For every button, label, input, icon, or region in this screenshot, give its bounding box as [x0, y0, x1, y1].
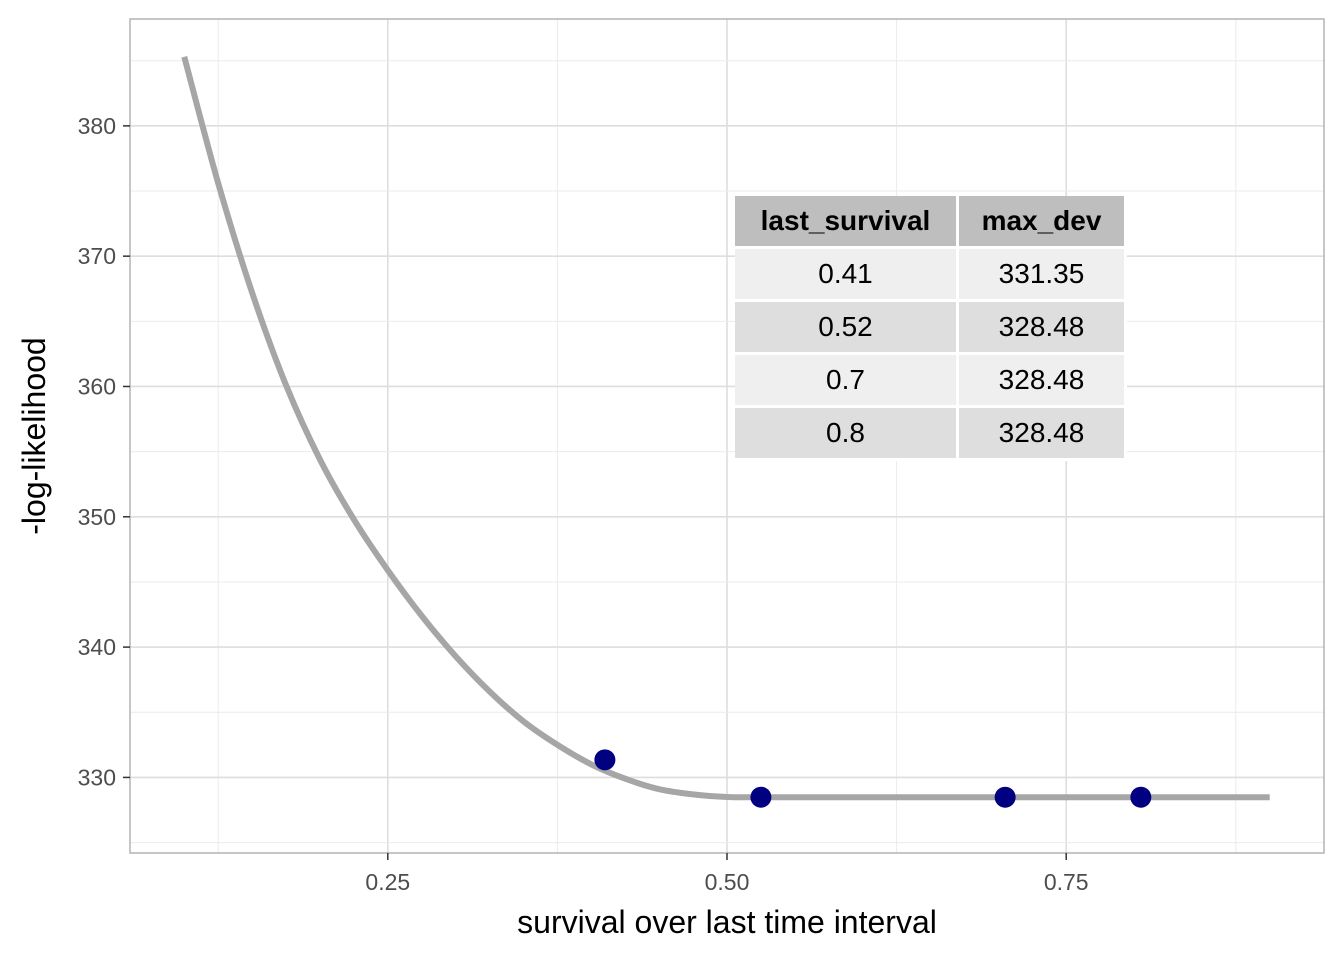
- x-tick-label: 0.25: [365, 869, 410, 895]
- table-row: 0.7 328.48: [735, 355, 1127, 408]
- table-row: 0.41 331.35: [735, 249, 1127, 302]
- y-tick-label: 380: [78, 113, 116, 139]
- y-tick-label: 340: [78, 634, 116, 660]
- summary-table: last_survival max_dev 0.41 331.35 0.52 3…: [735, 196, 1127, 461]
- data-point: [594, 749, 616, 771]
- x-axis-title: survival over last time interval: [517, 904, 937, 940]
- data-points: [594, 749, 1152, 808]
- y-tick-label: 370: [78, 243, 116, 269]
- y-tick-label: 360: [78, 373, 116, 399]
- y-tick-label: 350: [78, 504, 116, 530]
- cell-max-dev: 328.48: [959, 355, 1127, 408]
- cell-last-survival: 0.52: [735, 302, 959, 355]
- cell-max-dev: 331.35: [959, 249, 1127, 302]
- cell-last-survival: 0.41: [735, 249, 959, 302]
- x-tick-label: 0.50: [705, 869, 750, 895]
- grid-lines: [130, 19, 1324, 853]
- y-tick-label: 330: [78, 764, 116, 790]
- column-header-last-survival: last_survival: [735, 196, 959, 249]
- data-point: [994, 786, 1016, 808]
- data-point: [1130, 786, 1152, 808]
- column-header-max-dev: max_dev: [959, 196, 1127, 249]
- axes: 0.25 0.50 0.75 330 340 350 360 370 380: [78, 113, 1089, 895]
- y-axis-title: -log-likelihood: [16, 337, 52, 534]
- table-header-row: last_survival max_dev: [735, 196, 1127, 249]
- x-tick-label: 0.75: [1044, 869, 1089, 895]
- table-row: 0.8 328.48: [735, 408, 1127, 461]
- table-row: 0.52 328.48: [735, 302, 1127, 355]
- likelihood-curve: [181, 56, 1270, 801]
- cell-last-survival: 0.7: [735, 355, 959, 408]
- data-point: [750, 786, 772, 808]
- cell-max-dev: 328.48: [959, 408, 1127, 461]
- cell-last-survival: 0.8: [735, 408, 959, 461]
- cell-max-dev: 328.48: [959, 302, 1127, 355]
